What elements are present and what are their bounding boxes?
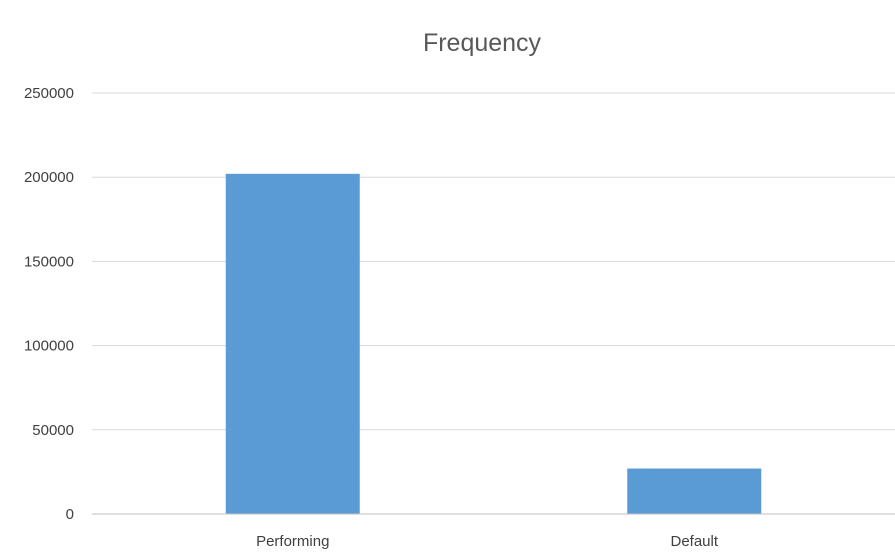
bars [225, 173, 762, 514]
bar-default [627, 468, 762, 514]
gridlines [92, 92, 895, 431]
chart-title: Frequency [423, 29, 542, 57]
y-tick-label: 200000 [24, 169, 74, 186]
y-tick-label: 100000 [24, 338, 74, 355]
y-tick-label: 50000 [32, 422, 74, 439]
y-tick-label: 0 [66, 506, 74, 523]
x-tick-label: Performing [256, 533, 329, 550]
bar-performing [225, 173, 360, 514]
y-tick-label: 250000 [24, 85, 74, 102]
x-axis-tick-labels: Performing Default [256, 533, 719, 550]
y-tick-label: 150000 [24, 253, 74, 270]
y-axis-tick-labels: 0 50000 100000 150000 200000 250000 [24, 85, 74, 523]
x-tick-label: Default [670, 533, 718, 550]
